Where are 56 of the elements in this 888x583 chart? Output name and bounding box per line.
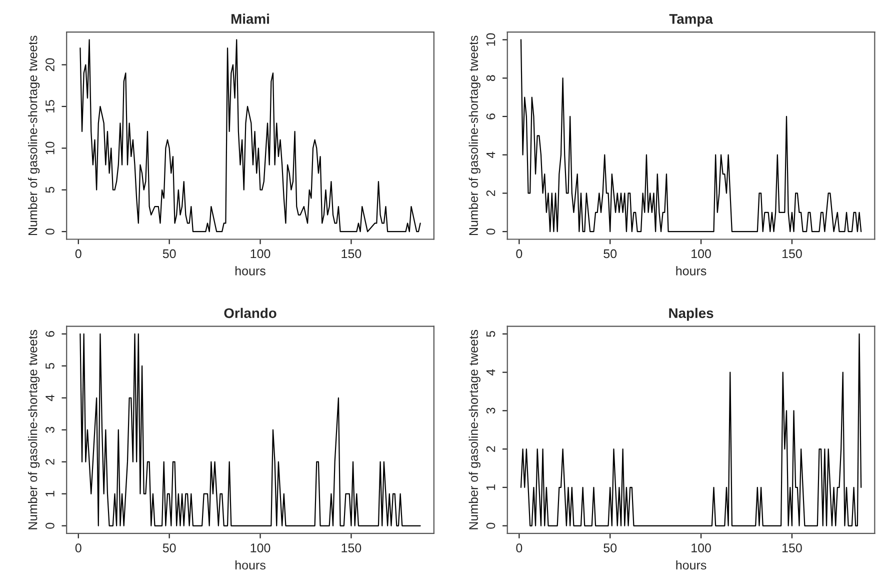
line-series xyxy=(520,39,862,232)
y-tick-label: 0 xyxy=(46,522,54,529)
y-tick-label: 4 xyxy=(486,152,496,158)
y-tick-label: 1 xyxy=(46,490,54,496)
y-tick-label: 10 xyxy=(46,142,54,154)
y-tick-label: 2 xyxy=(486,190,496,196)
x-axis-title: hours xyxy=(676,560,706,570)
x-axis-title: hours xyxy=(235,560,266,570)
y-tick-label: 0 xyxy=(486,228,496,235)
x-axis-title: hours xyxy=(235,266,266,276)
y-tick-label: 20 xyxy=(46,58,54,72)
y-tick-label: 15 xyxy=(46,100,54,112)
y-tick-label: 4 xyxy=(486,369,496,376)
x-tick-label: 100 xyxy=(250,543,270,552)
y-axis-title: Number of gasoline-shortage tweets xyxy=(28,330,40,530)
x-tick-label: 0 xyxy=(75,543,82,552)
y-tick-label: 0 xyxy=(486,522,496,529)
y-tick-label: 3 xyxy=(486,408,496,414)
x-tick-label: 150 xyxy=(342,543,362,552)
y-tick-label: 2 xyxy=(486,446,496,452)
y-tick-label: 3 xyxy=(46,426,54,433)
y-tick-label: 6 xyxy=(486,114,496,120)
y-tick-label: 0 xyxy=(46,228,54,235)
line-series xyxy=(520,333,862,526)
y-axis-title: Number of gasoline-shortage tweets xyxy=(468,330,480,530)
y-tick-label: 4 xyxy=(46,394,54,402)
x-tick-label: 100 xyxy=(250,249,270,258)
x-tick-label: 0 xyxy=(516,543,522,552)
line-series xyxy=(80,333,421,526)
y-tick-label: 6 xyxy=(46,331,54,337)
x-tick-label: 100 xyxy=(692,249,711,258)
y-axis-title: Number of gasoline-shortage tweets xyxy=(468,36,480,236)
x-tick-label: 0 xyxy=(516,249,522,258)
y-tick-label: 10 xyxy=(486,33,496,46)
x-tick-label: 150 xyxy=(342,249,362,258)
line-series xyxy=(80,39,421,232)
y-tick-label: 2 xyxy=(46,458,54,465)
chart-title: Orlando xyxy=(224,308,276,318)
chart-title: Naples xyxy=(669,308,714,321)
y-tick-label: 1 xyxy=(486,484,496,490)
y-tick-label: 5 xyxy=(46,186,54,193)
chart-title: Miami xyxy=(232,14,269,24)
x-tick-label: 150 xyxy=(782,543,802,552)
y-tick-label: 5 xyxy=(46,362,54,369)
x-tick-label: 150 xyxy=(782,249,802,258)
x-tick-label: 100 xyxy=(692,543,711,552)
y-tick-label: 8 xyxy=(486,75,496,82)
x-axis-title: hours xyxy=(676,266,706,276)
x-tick-label: 50 xyxy=(604,249,617,258)
y-tick-label: 5 xyxy=(486,330,496,337)
x-tick-label: 0 xyxy=(75,249,82,258)
x-tick-label: 50 xyxy=(604,543,617,552)
y-axis-title: Number of gasoline-shortage tweets xyxy=(28,36,40,236)
x-tick-label: 50 xyxy=(162,543,176,552)
x-tick-label: 50 xyxy=(162,249,176,258)
chart-title: Tampa xyxy=(669,14,713,27)
